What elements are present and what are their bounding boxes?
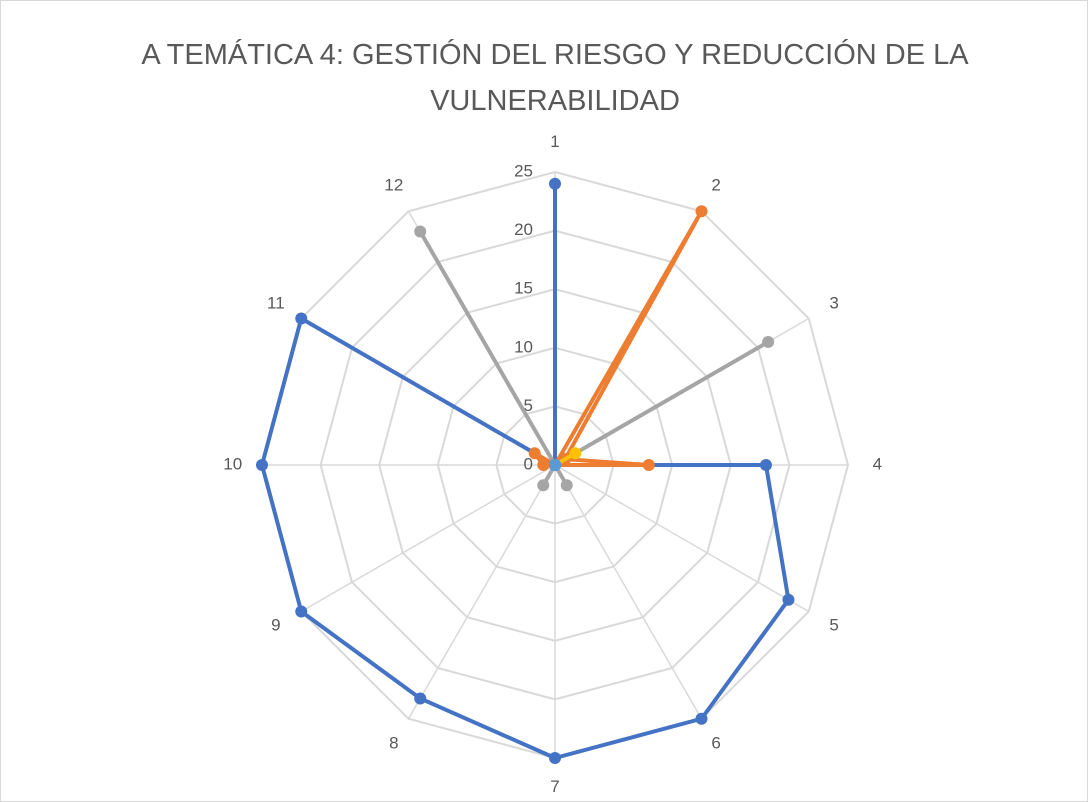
marker [414, 692, 427, 705]
marker [537, 459, 550, 471]
r-tick-label: 15 [514, 279, 533, 298]
r-tick-label: 10 [514, 337, 533, 356]
marker [695, 205, 708, 218]
marker [537, 479, 550, 492]
marker [549, 459, 561, 471]
r-tick-label: 20 [514, 220, 533, 239]
r-tick-label: 0 [524, 454, 533, 473]
marker [528, 447, 541, 460]
marker [642, 459, 655, 471]
marker [295, 312, 308, 325]
axis-label: 12 [384, 175, 403, 194]
marker [256, 459, 268, 471]
axis-label: 3 [829, 293, 838, 312]
axis-label: 11 [267, 293, 285, 312]
marker [295, 605, 308, 618]
r-tick-label: 5 [524, 396, 533, 415]
chart-title: A TEMÁTICA 4: GESTIÓN DEL RIESGO Y REDUC… [141, 39, 969, 117]
r-tick-label: 25 [514, 161, 533, 180]
marker [762, 335, 775, 348]
axis-label: 7 [550, 777, 559, 796]
grid-spoke [407, 464, 556, 720]
grid-spoke [554, 464, 703, 720]
axis-label: 4 [873, 454, 882, 473]
axis-label: 9 [271, 616, 280, 635]
marker [759, 459, 772, 471]
marker [549, 752, 561, 764]
axis-label: 2 [711, 175, 720, 194]
grid-spoke [300, 464, 556, 613]
marker [414, 225, 427, 238]
axis-label: 10 [223, 454, 242, 473]
marker [782, 593, 795, 606]
axis-label: 1 [550, 132, 559, 151]
axis-label: 8 [389, 734, 398, 753]
series-line [260, 181, 791, 760]
marker [560, 479, 573, 492]
axis-label: 6 [711, 734, 720, 753]
marker [695, 712, 708, 725]
grid-spoke [554, 464, 810, 613]
marker [549, 177, 561, 190]
marker [569, 447, 582, 460]
axis-label: 5 [829, 616, 838, 635]
